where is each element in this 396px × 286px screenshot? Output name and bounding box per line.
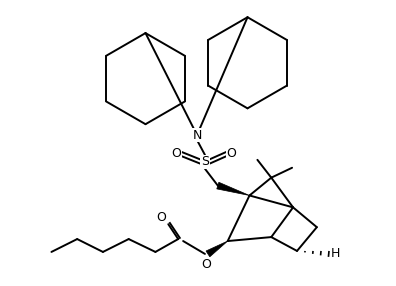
Polygon shape [217,182,249,196]
Text: O: O [201,258,211,271]
Text: H: H [331,247,340,261]
Text: S: S [201,155,209,168]
Text: N: N [192,129,202,142]
Text: O: O [227,147,236,160]
Polygon shape [206,241,228,257]
Text: O: O [171,147,181,160]
Text: O: O [156,211,166,224]
